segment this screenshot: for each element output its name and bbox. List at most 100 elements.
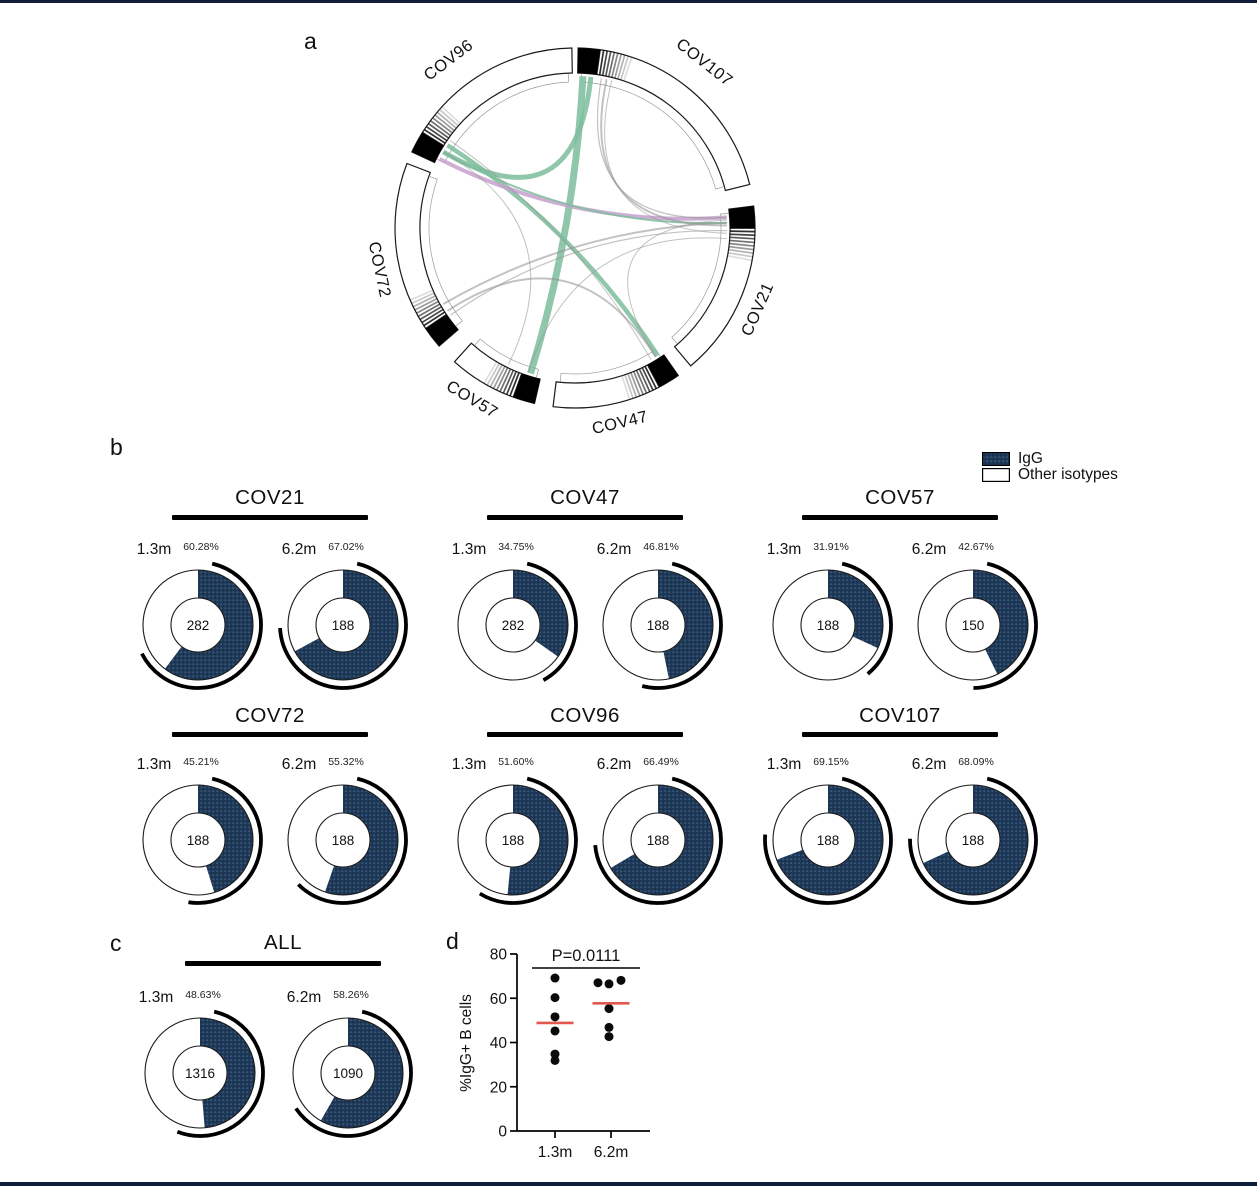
donut-highlight-arc xyxy=(294,1009,413,1138)
donut-highlight-arc xyxy=(908,776,1038,905)
donut-time-label: 6.2m xyxy=(287,989,321,1006)
circos-hatch-line xyxy=(617,54,626,80)
donut-highlight-arc xyxy=(593,776,723,905)
circos-inner-track-tick xyxy=(429,176,438,180)
circos-hatch-line xyxy=(728,248,754,255)
donut-COV21-1.3m: 282 60.28% 1.3m xyxy=(137,541,263,690)
donut-COV21-6.2m: 188 67.02% 6.2m xyxy=(278,541,408,690)
y-tick-label: 0 xyxy=(498,1124,507,1141)
donut-outer-ring xyxy=(142,569,254,681)
donut-outer-ring xyxy=(144,1017,256,1129)
circos-hatch-line xyxy=(611,52,619,78)
circos-hatch-line xyxy=(614,53,623,79)
donut-outer-ring xyxy=(772,784,884,896)
circos-hatch-line xyxy=(595,49,601,75)
scatter-point xyxy=(550,1012,560,1022)
circos-inner-track-tick xyxy=(559,373,562,382)
circos-hatch-line xyxy=(425,125,448,142)
circos-hatch-line xyxy=(489,364,503,388)
donut-time-label: 6.2m xyxy=(282,541,316,558)
group-title-underline xyxy=(172,732,368,737)
donut-igg-sector xyxy=(923,785,1028,895)
donut-highlight-arc xyxy=(641,561,723,690)
donut-time-label: 1.3m xyxy=(767,756,801,773)
circos-chord-COV96-COV47 xyxy=(450,140,652,360)
donut-outer-ring xyxy=(142,784,254,896)
donut-inner-circle xyxy=(320,1045,376,1101)
donut-COV57-6.2m: 150 42.67% 6.2m xyxy=(912,541,1038,690)
donut-outer-ring xyxy=(772,569,884,681)
scatter-plot: 0 20 40 60 80 1.3m 6.2m %IgG+ B cells P=0.0111 xyxy=(458,947,650,1161)
donut-highlight-arc xyxy=(140,561,263,690)
circos-label-COV96: COV96 xyxy=(421,36,477,84)
group-title-underline xyxy=(487,732,683,737)
scatter-point xyxy=(550,1026,560,1036)
legend-label-igg: IgG xyxy=(1018,450,1043,467)
circos-inner-track-COV47 xyxy=(560,349,656,375)
circos-inner-track-tick xyxy=(455,320,463,327)
circos-chord-COV107-COV21 xyxy=(597,78,727,219)
donut-count: 1090 xyxy=(333,1066,363,1081)
circos-hatch-line xyxy=(512,373,523,398)
donut-percent-label: 69.15% xyxy=(813,756,849,768)
circos-hatch-line xyxy=(644,365,658,389)
donut-highlight-arc xyxy=(278,561,408,690)
donut-time-label: 1.3m xyxy=(139,989,173,1006)
circos-chord-COV21-COV47 xyxy=(627,219,727,358)
group-title-underline xyxy=(802,515,998,520)
circos-hatch-line xyxy=(421,131,445,147)
circos-hatch-line xyxy=(486,362,501,386)
donut-outer-ring xyxy=(602,569,714,681)
circos-chord-COV21-COV72 xyxy=(450,230,727,316)
circos-hatch-line xyxy=(598,50,605,76)
circos-hatch-line xyxy=(441,106,462,125)
donut-time-label: 6.2m xyxy=(282,756,316,773)
group-title-COV72: COV72 xyxy=(235,704,305,727)
x-category-label: 6.2m xyxy=(594,1144,628,1161)
donut-COV47-1.3m: 282 34.75% 1.3m xyxy=(452,541,578,682)
donut-igg-sector xyxy=(164,570,253,680)
donut-outer-ring xyxy=(917,784,1029,896)
panel-a-label: a xyxy=(304,28,317,54)
p-value-label: P=0.0111 xyxy=(552,947,621,965)
donut-COV107-6.2m: 188 68.09% 6.2m xyxy=(908,756,1038,905)
circos-clone-block-COV96 xyxy=(411,132,444,163)
circos-hatch-line xyxy=(622,56,633,82)
circos-hatch-line xyxy=(727,251,753,258)
scatter-point xyxy=(616,975,626,985)
group-title-underline xyxy=(185,961,381,966)
donut-count: 188 xyxy=(332,833,355,848)
circos-hatch-line xyxy=(427,122,450,139)
circos-chord-COV107-COV21 xyxy=(604,80,727,234)
circos-segment-COV47 xyxy=(552,354,680,409)
panel-c-label: c xyxy=(110,930,122,956)
donut-inner-circle xyxy=(800,812,856,868)
donut-highlight-arc xyxy=(841,561,893,676)
circos-inner-track-COV72 xyxy=(428,179,463,322)
donut-percent-label: 46.81% xyxy=(643,541,679,553)
donut-highlight-arc xyxy=(973,561,1038,690)
circos-hatch-line xyxy=(483,361,498,384)
donut-percent-label: 68.09% xyxy=(958,756,994,768)
panel-d-label: d xyxy=(446,928,459,954)
circos-clone-block-COV21 xyxy=(728,206,755,228)
legend-row-other: Other isotypes xyxy=(982,466,1118,483)
donut-count: 282 xyxy=(187,618,210,633)
circos-hatch-line xyxy=(638,368,651,393)
circos-hatch-line xyxy=(421,308,444,324)
donut-percent-label: 45.21% xyxy=(183,756,219,768)
circos-hatch-line xyxy=(499,368,512,393)
donut-igg-sector xyxy=(610,785,713,895)
circos-hatch-line xyxy=(434,114,455,132)
x-category-label: 1.3m xyxy=(538,1144,572,1161)
y-axis-title: %IgG+ B cells xyxy=(458,994,475,1092)
circos-label-COV107: COV107 xyxy=(673,35,736,90)
legend-label-other: Other isotypes xyxy=(1018,466,1118,483)
scatter-point xyxy=(550,1049,560,1059)
circos-hatch-line xyxy=(630,372,641,397)
group-title-COV57: COV57 xyxy=(865,486,935,509)
circos-chord-COV96-COV47 xyxy=(446,143,660,357)
circos-hatch-line xyxy=(432,117,453,134)
